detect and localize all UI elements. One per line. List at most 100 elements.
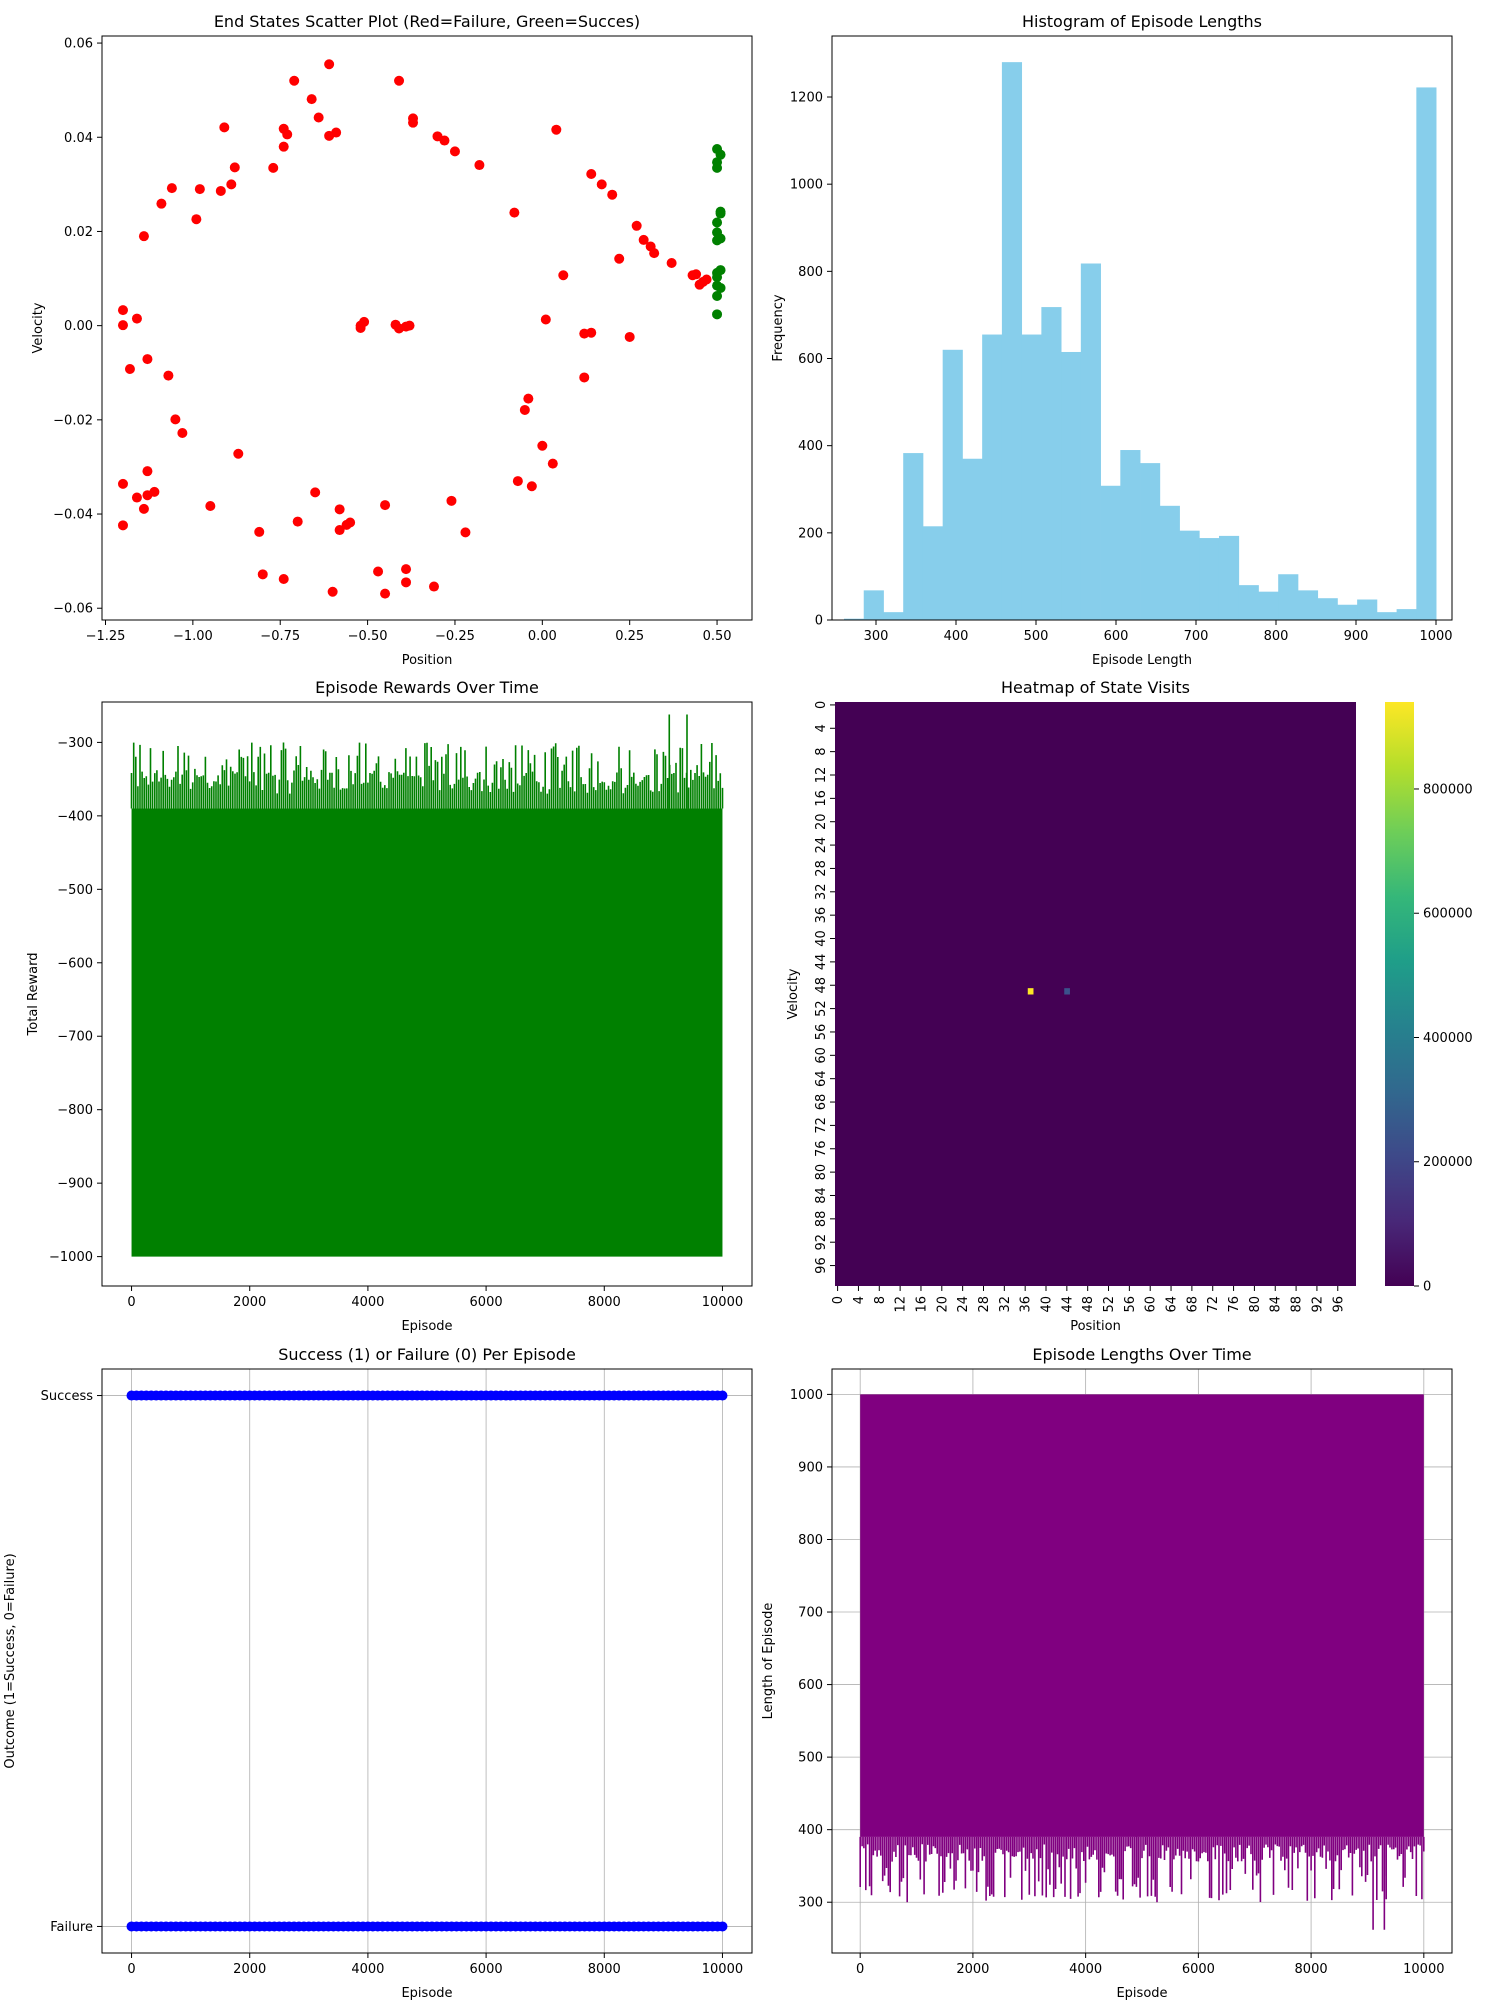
histogram-bar xyxy=(1061,351,1082,620)
y-tick-label: 96 xyxy=(814,1257,829,1274)
x-axis-label: Episode xyxy=(401,1319,452,1334)
scatter-point xyxy=(373,566,384,577)
histogram-bar xyxy=(962,458,983,620)
y-tick-label: 76 xyxy=(814,1140,829,1157)
chart-title: Episode Lengths Over Time xyxy=(1032,1345,1251,1364)
x-tick-label: 2000 xyxy=(233,1295,266,1310)
y-tick-label: 64 xyxy=(814,1070,829,1087)
y-tick-label: −0.06 xyxy=(53,602,93,617)
scatter-point xyxy=(607,189,618,200)
y-tick-label: 0.00 xyxy=(64,319,93,334)
y-tick-label: −400 xyxy=(57,809,93,824)
scatter-point xyxy=(278,141,289,152)
histogram-bar xyxy=(1357,599,1378,620)
histogram-bar xyxy=(1080,263,1101,620)
x-tick-label: 1000 xyxy=(1419,629,1452,644)
histogram-bar xyxy=(863,590,884,620)
scatter-point xyxy=(131,492,142,503)
scatter-point xyxy=(624,331,635,342)
x-tick-label: 4000 xyxy=(1069,1962,1102,1977)
y-tick-label: 24 xyxy=(814,837,829,854)
scatter-point xyxy=(428,581,439,592)
y-tick-label: 600 xyxy=(798,1678,823,1693)
scatter-point xyxy=(715,149,726,160)
x-tick-label: 10000 xyxy=(702,1962,743,1977)
chart-success: 0 2000 4000 6000 8000 10000 Failure Success Succ… xyxy=(3,1345,753,2000)
y-tick-label: 60 xyxy=(814,1047,829,1064)
histogram-bar xyxy=(922,526,944,620)
x-tick-label: −1.00 xyxy=(173,629,213,644)
scatter-point xyxy=(156,198,167,209)
y-tick-label: 68 xyxy=(814,1094,829,1111)
y-axis-label: Total Reward xyxy=(26,953,41,1037)
scatter-point xyxy=(205,501,216,512)
x-tick-label: 48 xyxy=(1081,1296,1096,1313)
x-axis-label: Episode xyxy=(1116,1986,1167,2000)
x-tick-label: 400 xyxy=(944,629,969,644)
histogram-bar xyxy=(1218,535,1240,620)
y-tick-label: −900 xyxy=(57,1177,93,1192)
x-tick-label: −0.50 xyxy=(348,629,388,644)
chart-heatmap: Heatmap of State Visits00448812121616202… xyxy=(786,678,1473,1334)
y-tick-label: 88 xyxy=(814,1211,829,1228)
x-tick-label: 8000 xyxy=(588,1295,621,1310)
y-tick-label: −600 xyxy=(57,956,93,971)
x-tick-label: 92 xyxy=(1310,1296,1325,1313)
x-tick-label: 56 xyxy=(1123,1296,1138,1313)
y-tick-label: 84 xyxy=(814,1187,829,1204)
scatter-point xyxy=(394,75,405,86)
y-tick-label: 0.06 xyxy=(64,37,93,52)
scatter-point xyxy=(715,282,726,293)
x-tick-label: 16 xyxy=(914,1296,929,1313)
x-tick-label: 10000 xyxy=(1403,1962,1444,1977)
scatter-point xyxy=(191,214,202,225)
histogram-bar xyxy=(1140,463,1161,620)
x-tick-label: 32 xyxy=(998,1296,1013,1313)
y-axis-label: Frequency xyxy=(771,294,786,361)
y-tick-label: 800 xyxy=(798,265,823,280)
axes-frame xyxy=(831,1368,1453,1954)
x-tick-label: 12 xyxy=(894,1296,909,1313)
histogram-bar xyxy=(903,453,924,620)
scatter-point xyxy=(446,495,457,506)
y-tick-label: 500 xyxy=(798,1751,823,1766)
y-tick-label: 8 xyxy=(814,747,829,755)
x-tick-label: 4000 xyxy=(351,1962,384,1977)
x-tick-label: 88 xyxy=(1290,1296,1305,1313)
colorbar-tick-label: 200000 xyxy=(1423,1155,1473,1170)
scatter-point xyxy=(149,486,160,497)
x-tick-label: 700 xyxy=(1184,629,1209,644)
scatter-point xyxy=(117,305,128,316)
x-tick-label: 10000 xyxy=(702,1295,743,1310)
colorbar-tick-label: 0 xyxy=(1423,1280,1431,1295)
reward-line-spikes xyxy=(130,714,724,809)
heatmap-cell xyxy=(1064,988,1070,995)
axes-frame xyxy=(101,701,753,1287)
x-tick-label: 600 xyxy=(1104,629,1129,644)
histogram-bar xyxy=(1238,585,1259,620)
x-tick-label: 0 xyxy=(856,1962,864,1977)
x-tick-label: 4 xyxy=(852,1296,867,1304)
y-tick-label: 900 xyxy=(798,1460,823,1475)
y-tick-label: 12 xyxy=(814,767,829,784)
scatter-series xyxy=(712,144,726,320)
y-tick-label: 16 xyxy=(814,790,829,807)
histogram-bar xyxy=(1001,62,1023,621)
y-tick-label: 0 xyxy=(814,701,829,709)
scatter-point xyxy=(117,320,128,331)
scatter-point xyxy=(306,94,317,105)
x-tick-label: 300 xyxy=(864,629,889,644)
scatter-point xyxy=(345,517,356,528)
scatter-point xyxy=(701,274,712,285)
chart-rewards: Episode Rewards Over Time 0 2000 4000 6000 80… xyxy=(26,678,753,1334)
scatter-point xyxy=(551,124,562,135)
length-line xyxy=(859,1394,1425,1930)
colorbar-tick-label: 400000 xyxy=(1423,1031,1473,1046)
scatter-point xyxy=(666,258,677,269)
scatter-point xyxy=(540,314,551,325)
heatmap-cell xyxy=(1027,988,1034,995)
y-tick-label: 800 xyxy=(798,1533,823,1548)
histogram-bar xyxy=(1278,574,1299,620)
scatter-point xyxy=(439,135,450,146)
y-tick-label: −300 xyxy=(57,736,93,751)
